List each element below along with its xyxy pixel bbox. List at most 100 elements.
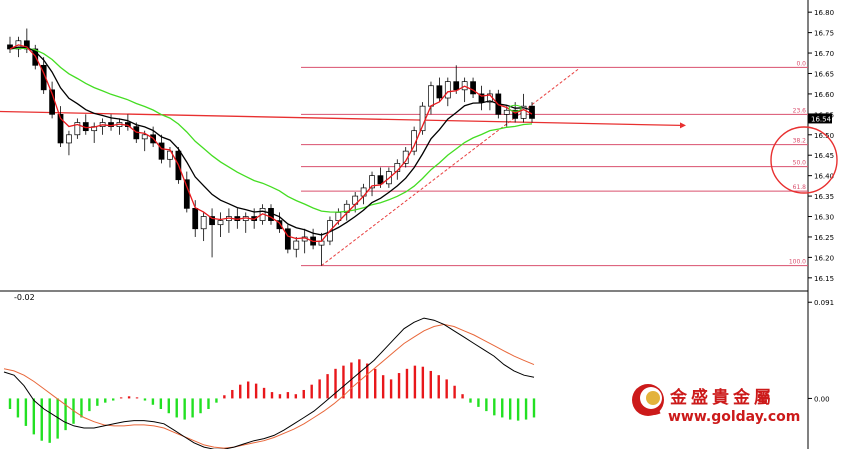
price-tick-label: 16.30 xyxy=(814,214,834,222)
macd-histogram-bar xyxy=(508,398,512,420)
macd-histogram-bar xyxy=(127,396,131,399)
price-tick-label: 16.40 xyxy=(814,173,834,181)
macd-histogram-bar xyxy=(477,398,480,407)
macd-histogram-bar xyxy=(40,398,43,441)
macd-histogram-bar xyxy=(294,394,298,399)
candlesticks xyxy=(7,28,535,266)
macd-main-line xyxy=(3,317,535,450)
candle-body xyxy=(470,81,476,95)
candle-body xyxy=(529,105,535,119)
candle-body xyxy=(453,81,460,91)
macd-min-label: -0.02 xyxy=(14,293,35,302)
macd-histogram-bar xyxy=(485,398,488,412)
macd-histogram-bar xyxy=(318,379,321,399)
candle-body xyxy=(478,93,485,103)
logo-url: www.golday.com xyxy=(668,409,800,425)
macd-histogram-bar xyxy=(159,398,163,409)
candle-body xyxy=(436,85,443,99)
candle-body xyxy=(66,134,72,144)
candle-body xyxy=(503,109,510,115)
macd-histogram-bar xyxy=(358,359,361,399)
trendline-arrow-icon xyxy=(680,122,686,129)
fib-level-label: 100.0 xyxy=(789,259,806,266)
highlight-ellipse xyxy=(508,104,522,112)
macd-histogram-bar xyxy=(24,398,28,426)
price-tick-label: 16.20 xyxy=(814,254,834,262)
current-price-box xyxy=(808,113,832,124)
macd-histogram-bar xyxy=(350,362,353,399)
price-tick-label: 16.45 xyxy=(814,152,834,160)
macd-histogram-bar xyxy=(223,395,226,399)
macd-histogram-bar xyxy=(199,398,202,414)
macd-histogram-bar xyxy=(397,373,401,399)
macd-histogram-bar xyxy=(429,370,432,399)
price-tick-label: 16.35 xyxy=(814,193,834,201)
macd-histogram-bar xyxy=(96,398,99,406)
macd-histogram-bar xyxy=(207,398,210,409)
candle-body xyxy=(512,109,519,119)
price-axis: 16.8016.7516.7016.6516.6016.5516.5016.45… xyxy=(808,9,834,283)
fib-level-label: 50.0 xyxy=(793,160,807,167)
price-tick-label: 16.65 xyxy=(814,70,834,78)
candle-body xyxy=(284,228,291,250)
fib-level-label: 61.8 xyxy=(793,184,807,191)
highlight-circle xyxy=(770,126,838,194)
horizontal-trendline xyxy=(0,110,681,127)
price-tick-label: 16.80 xyxy=(814,9,834,17)
macd-histogram-bar xyxy=(270,392,274,399)
candle-body xyxy=(276,220,283,230)
current-price-marker: 16.54 xyxy=(808,113,832,124)
candle-body xyxy=(74,122,81,136)
macd-histogram-bar xyxy=(453,385,456,399)
macd-histogram-bar xyxy=(239,384,242,399)
price-tick-label: 16.50 xyxy=(814,132,834,140)
candle-body xyxy=(158,142,165,160)
ma-slow-line xyxy=(9,47,533,213)
candle-body xyxy=(293,240,300,250)
candle-body xyxy=(141,134,148,140)
candle-body xyxy=(183,179,190,209)
macd-histogram-bar xyxy=(516,398,520,421)
macd-histogram-bar xyxy=(56,398,59,439)
macd-histogram-bar xyxy=(8,398,12,409)
macd-signal-line xyxy=(3,323,535,449)
macd-histogram-bar xyxy=(191,398,194,418)
macd-histogram-bar xyxy=(310,384,313,399)
macd-histogram-bar xyxy=(246,381,250,399)
macd-lines xyxy=(3,317,535,450)
moving-averages xyxy=(9,44,533,243)
macd-histogram-bar xyxy=(135,397,139,399)
macd-histogram-bar xyxy=(143,398,147,401)
current-price-label: 16.54 xyxy=(811,115,832,123)
macd-histogram-bar xyxy=(278,394,282,399)
macd-histogram-bar xyxy=(524,398,528,420)
candle-body xyxy=(428,85,434,107)
macd-histogram-bar xyxy=(286,392,290,399)
ma-fast-line xyxy=(9,44,533,243)
price-tick-label: 16.25 xyxy=(814,234,834,242)
macd-histogram-bar xyxy=(112,398,115,401)
candle-body xyxy=(444,81,451,99)
price-tick-label: 16.70 xyxy=(814,50,834,58)
macd-histogram-bar xyxy=(119,397,123,399)
macd-histogram-bar xyxy=(493,398,496,416)
macd-histogram-bar xyxy=(381,375,385,399)
candle-body xyxy=(209,216,215,226)
macd-histogram-bar xyxy=(64,398,67,431)
ma-mid-line xyxy=(9,46,533,236)
fibonacci-retracement: 0.0 23.6 38.2 50.0 61.8 100.0 xyxy=(301,60,808,267)
macd-histogram-bar xyxy=(167,398,170,414)
macd-histogram xyxy=(8,359,536,443)
macd-histogram-bar xyxy=(262,387,266,399)
fib-level-label: 38.2 xyxy=(793,138,807,145)
macd-histogram-bar xyxy=(215,398,218,403)
trend-lines xyxy=(0,68,686,266)
price-tick-label: 16.60 xyxy=(814,91,834,99)
macd-histogram-bar xyxy=(254,383,258,399)
macd-histogram-bar xyxy=(80,398,83,418)
macd-histogram-bar xyxy=(151,398,155,405)
macd-histogram-bar xyxy=(421,366,425,399)
macd-histogram-bar xyxy=(16,398,20,418)
